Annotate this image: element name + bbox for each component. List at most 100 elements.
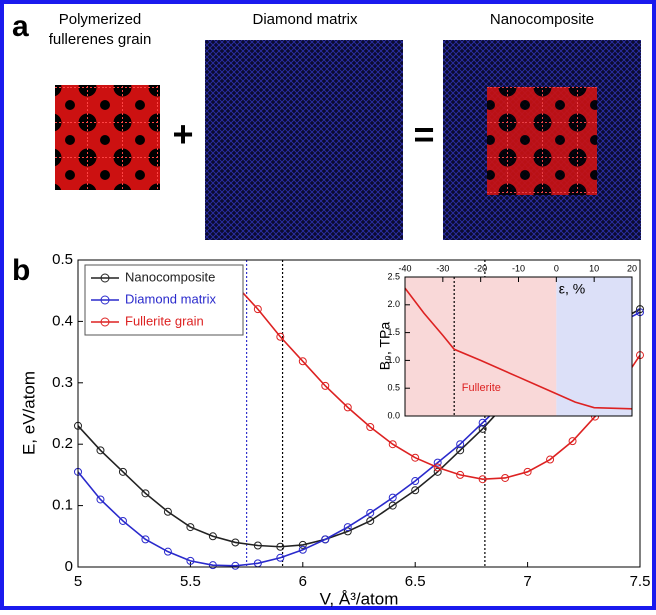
x-tick-label: 0	[554, 263, 559, 273]
plot-frame	[404, 276, 633, 417]
composite-title: Nanocomposite	[490, 11, 594, 28]
y-tick-label: 0.5	[52, 251, 73, 268]
data-point	[276, 332, 285, 341]
data-point	[366, 508, 375, 517]
data-point	[321, 535, 330, 544]
data-point	[478, 475, 487, 484]
data-point	[186, 523, 195, 532]
data-point	[478, 418, 487, 427]
legend-marker	[100, 317, 110, 327]
data-point	[501, 473, 510, 482]
x-tick-label: -30	[436, 263, 449, 273]
x-tick-label: 5	[74, 573, 82, 590]
data-point	[366, 423, 375, 432]
data-point	[208, 561, 217, 570]
data-point	[298, 357, 307, 366]
data-point	[298, 540, 307, 549]
data-point	[163, 547, 172, 556]
shaded-region	[556, 277, 632, 416]
data-point	[321, 381, 330, 390]
data-point	[568, 437, 577, 446]
data-point	[411, 453, 420, 462]
y-tick-label: 0.5	[387, 383, 400, 393]
y-tick-label: 2.0	[387, 299, 400, 309]
grain-title: fullerenes grain	[49, 31, 152, 48]
data-point	[478, 424, 487, 433]
equals-sign: =	[413, 114, 434, 155]
data-point	[163, 507, 172, 516]
data-point	[388, 440, 397, 449]
data-point	[298, 545, 307, 554]
y-axis-label: E, eV/atom	[19, 371, 38, 455]
x-axis-label: V, Å³/atom	[320, 589, 399, 608]
legend-label: Fullerite grain	[125, 313, 204, 328]
series-line	[404, 287, 633, 410]
plus-sign: +	[172, 114, 193, 155]
x-tick-label: 10	[589, 263, 599, 273]
x-tick-label: 6	[299, 573, 307, 590]
data-point	[118, 516, 127, 525]
grain-image	[55, 85, 160, 190]
data-point	[433, 463, 442, 472]
x-tick-label: -10	[512, 263, 525, 273]
matrix-title: Diamond matrix	[252, 11, 358, 28]
data-point	[456, 440, 465, 449]
data-point	[276, 553, 285, 562]
x-tick-label: 7.5	[630, 573, 651, 590]
panel-label: a	[12, 10, 29, 43]
data-point	[456, 470, 465, 479]
x-tick-label: 7	[523, 573, 531, 590]
y-tick-label: 2.5	[387, 271, 400, 281]
y-tick-label: 0.2	[52, 435, 73, 452]
legend-label: Nanocomposite	[125, 269, 215, 284]
data-point	[253, 541, 262, 550]
matrix-image	[205, 40, 403, 240]
data-point	[96, 446, 105, 455]
data-point	[141, 535, 150, 544]
x-axis-label: ε, %	[559, 281, 585, 297]
x-tick-label: -20	[474, 263, 487, 273]
data-point	[231, 561, 240, 570]
y-tick-label: 0.0	[387, 410, 400, 420]
legend-marker	[100, 273, 110, 283]
series-line	[234, 284, 641, 481]
plot-frame	[77, 259, 641, 568]
data-point	[186, 556, 195, 565]
data-point	[343, 523, 352, 532]
x-tick-label: 20	[627, 263, 637, 273]
y-tick-label: 1.5	[387, 327, 400, 337]
series-label: Fullerite	[462, 382, 501, 394]
x-tick-label: 6.5	[405, 573, 426, 590]
y-tick-label: 0.3	[52, 374, 73, 391]
data-point	[523, 467, 532, 476]
composite-grain	[487, 87, 597, 195]
data-point	[343, 403, 352, 412]
data-point	[411, 477, 420, 486]
data-point	[546, 455, 555, 464]
data-point	[366, 516, 375, 525]
grain-title: Polymerized	[59, 11, 142, 28]
data-point	[433, 458, 442, 467]
data-point	[388, 493, 397, 502]
data-point	[456, 446, 465, 455]
x-tick-label: -40	[398, 263, 411, 273]
y-tick-label: 0	[65, 558, 73, 575]
y-tick-label: 0.4	[52, 312, 73, 329]
data-point	[253, 305, 262, 314]
data-point	[411, 486, 420, 495]
legend-marker	[100, 295, 110, 305]
y-axis-label: B₀, TPa	[377, 322, 393, 371]
y-tick-label: 0.1	[52, 497, 73, 514]
shaded-region	[405, 277, 557, 416]
data-point	[118, 467, 127, 476]
data-point	[276, 542, 285, 551]
x-tick-label: 5.5	[180, 573, 201, 590]
panel-label: b	[12, 254, 30, 287]
data-point	[388, 501, 397, 510]
data-point	[208, 532, 217, 541]
data-point	[231, 538, 240, 547]
data-point	[141, 489, 150, 498]
data-point	[96, 495, 105, 504]
legend-label: Diamond matrix	[125, 291, 217, 306]
